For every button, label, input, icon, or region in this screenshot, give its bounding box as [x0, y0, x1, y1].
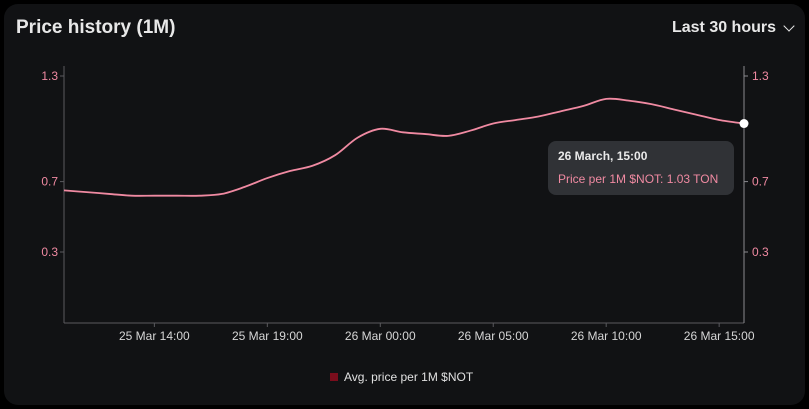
hover-point: [739, 119, 749, 129]
chart-title: Price history (1M): [16, 17, 176, 38]
legend-label: Avg. price per 1M $NOT: [344, 370, 474, 384]
tooltip-value: Price per 1M $NOT: 1.03 TON: [558, 172, 719, 186]
x-tick-label: 26 Mar 15:00: [684, 329, 755, 343]
y-tick-label-right: 0.7: [752, 175, 769, 189]
y-tick-label-right: 0.3: [752, 245, 769, 259]
price-line: [63, 97, 745, 197]
x-tick-label: 26 Mar 00:00: [345, 329, 416, 343]
y-tick-label-left: 0.3: [41, 245, 58, 259]
chart-tooltip: 26 March, 15:00 Price per 1M $NOT: 1.03 …: [548, 141, 734, 195]
y-tick-label-left: 1.3: [41, 69, 58, 83]
y-tick-label-right: 1.3: [752, 69, 769, 83]
x-tick-label: 25 Mar 19:00: [232, 329, 303, 343]
x-tick-label: 26 Mar 10:00: [571, 329, 642, 343]
tooltip-title: 26 March, 15:00: [558, 149, 648, 163]
y-tick-label-left: 0.7: [41, 175, 58, 189]
chart-card: [4, 4, 805, 405]
legend-swatch: [330, 373, 338, 381]
x-tick-label: 25 Mar 14:00: [119, 329, 190, 343]
chart-legend[interactable]: Avg. price per 1M $NOT: [330, 370, 473, 384]
time-range-label: Last 30 hours: [671, 19, 776, 36]
x-tick-label: 26 Mar 05:00: [458, 329, 529, 343]
time-range-dropdown[interactable]: Last 30 hours: [671, 19, 795, 37]
